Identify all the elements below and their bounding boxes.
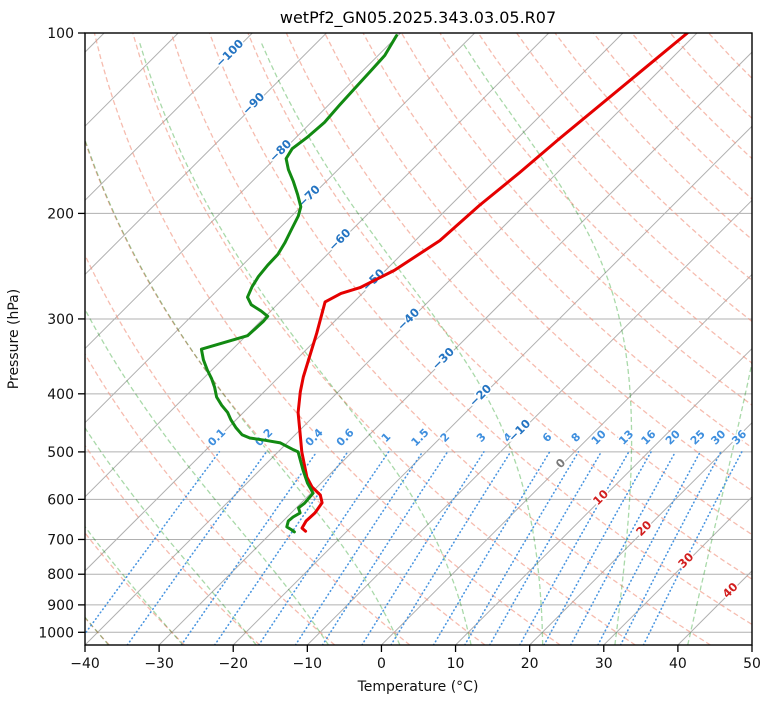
pressure-tick-label: 900 (47, 598, 74, 614)
pressure-tick-label: 100 (47, 26, 74, 42)
plot-layers: 0.1 0.2 0.4 0.6 1 1.5 2 3 4 6 8 10 13 16 20 25 30 36−100−… (38, 26, 761, 672)
temperature-tick-label: 30 (595, 656, 613, 672)
isotherm-label: −20 (466, 381, 494, 409)
mixing-ratio-label: 2 (438, 430, 453, 445)
pressure-tick-label: 600 (47, 492, 74, 508)
mixing-ratio-label: 1 (379, 430, 394, 445)
pressure-tick-label: 800 (47, 567, 74, 583)
pressure-ticks: 100 200 300 400 500 600 700 800 900 1000 (38, 26, 85, 641)
y-axis-label: Pressure (hPa) (6, 289, 22, 389)
isotherm-label: 40 (719, 580, 740, 601)
temperature-tick-label: 0 (377, 656, 386, 672)
temperature-tick-label: −30 (144, 656, 174, 672)
mixing-ratio-label: 30 (708, 427, 728, 447)
isotherm-label: 0 (553, 455, 569, 471)
mixing-ratio-label: 0.4 (303, 426, 326, 449)
pressure-tick-label: 500 (47, 445, 74, 461)
mixing-ratio-label: 20 (663, 427, 683, 447)
temperature-curve (296, 33, 689, 533)
mixing-ratio-label: 1.5 (409, 426, 432, 449)
mixing-ratio-label: 3 (474, 430, 489, 445)
axes (84, 32, 753, 646)
pressure-tick-label: 300 (47, 312, 74, 328)
mixing-ratio-label: 0.6 (334, 426, 357, 449)
temperature-tick-label: 10 (447, 656, 465, 672)
mixing-ratio-label: 25 (688, 428, 708, 448)
isotherm-label: −30 (429, 344, 457, 372)
temperature-ticks: −40 −30 −20 −10 0 10 20 30 40 50 (70, 645, 761, 672)
isotherm-label: −40 (394, 305, 422, 333)
temperature-tick-label: 20 (521, 656, 539, 672)
sounding-profiles (199, 33, 689, 534)
temperature-tick-label: 50 (743, 656, 761, 672)
moist-adiabat-lines (85, 42, 752, 645)
isotherm-label: 10 (590, 487, 611, 508)
dry-adiabat-lines (85, 33, 752, 645)
isotherm-label: 30 (675, 550, 696, 571)
mixing-ratio-label: 8 (569, 430, 584, 445)
pressure-tick-label: 700 (47, 532, 74, 548)
pressure-tick-label: 1000 (38, 625, 74, 641)
mixing-ratio-lines (85, 451, 743, 645)
pressure-tick-label: 400 (47, 387, 74, 403)
x-axis-label: Temperature (°C) (357, 679, 479, 695)
mixing-ratio-label: 0.1 (205, 426, 228, 449)
mixing-ratio-label: 6 (540, 430, 555, 445)
chart-title: wetPf2_GN05.2025.343.03.05.R07 (280, 8, 556, 28)
mixing-ratio-label: 13 (616, 428, 636, 448)
isotherm-label: −60 (326, 226, 354, 254)
temperature-tick-label: −40 (70, 656, 100, 672)
pressure-tick-label: 200 (47, 206, 74, 222)
isotherm-lines (85, 33, 752, 645)
temperature-tick-label: −20 (218, 656, 248, 672)
mixing-ratio-label: 10 (589, 427, 609, 447)
temperature-tick-label: −10 (293, 656, 323, 672)
dewpoint-curve (199, 34, 398, 534)
temperature-tick-label: 40 (669, 656, 687, 672)
isobar-lines (85, 33, 752, 633)
